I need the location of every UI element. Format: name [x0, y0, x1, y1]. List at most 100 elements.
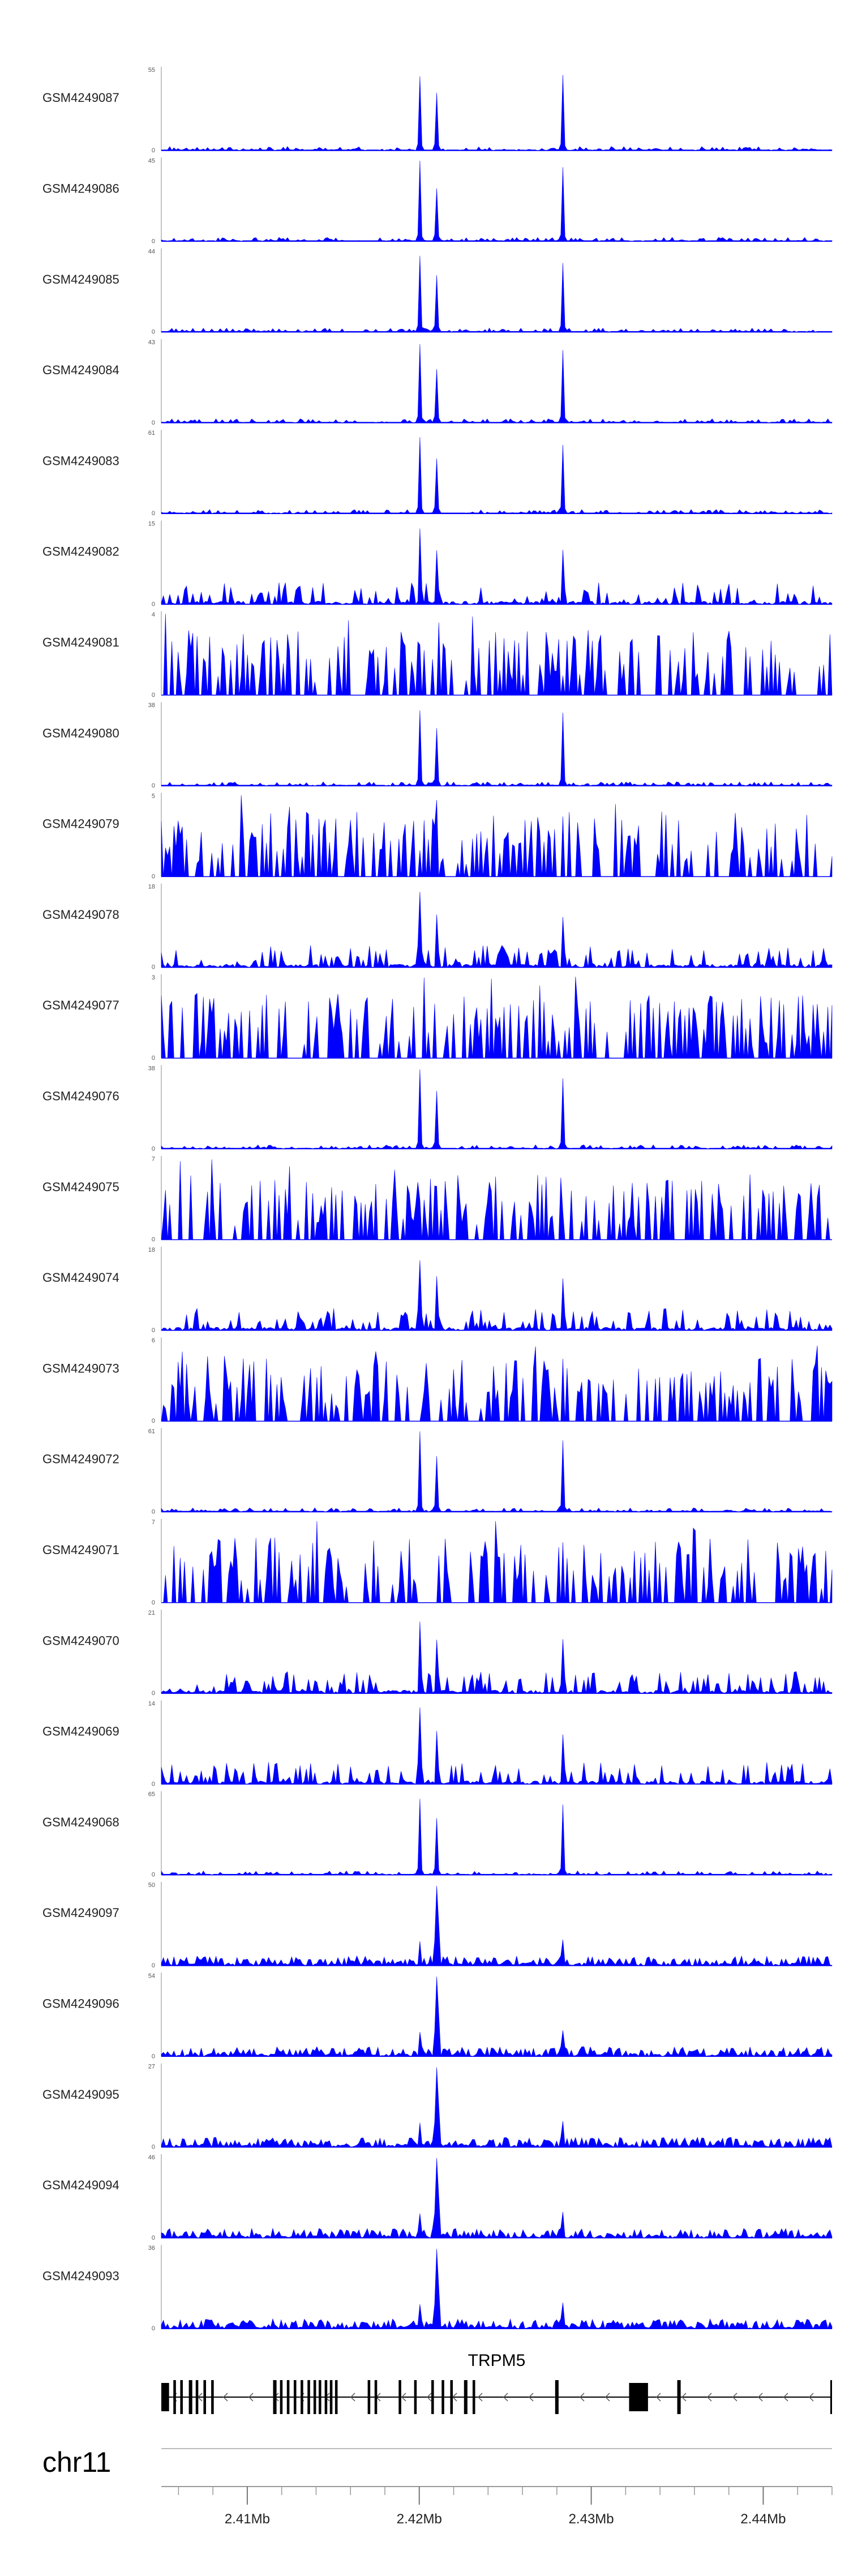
track-ymin-label: 0	[152, 1145, 155, 1152]
coverage-area	[161, 1260, 833, 1331]
gene-exon	[161, 2383, 169, 2411]
gene-exon	[367, 2380, 371, 2414]
gene-exon	[329, 2380, 333, 2414]
track-ymin-label: 0	[152, 1599, 155, 1606]
track-label: GSM4249078	[42, 908, 119, 922]
gene-exon	[301, 2380, 303, 2414]
track-ymin-label: 0	[152, 692, 155, 699]
track-GSM4249071: GSM4249071 7 0	[42, 1518, 833, 1606]
coverage-area	[161, 344, 833, 423]
gene-name-label: TRPM5	[468, 2351, 526, 2370]
track-ymax-label: 6	[152, 1337, 155, 1344]
coverage-area	[161, 795, 833, 877]
track-GSM4249070: GSM4249070 21 0	[42, 1610, 833, 1697]
axis-tick-label: 2.43Mb	[569, 2511, 614, 2527]
track-label: GSM4249081	[42, 635, 119, 649]
track-label: GSM4249079	[42, 817, 119, 831]
strand-arrow	[808, 2393, 814, 2402]
track-ymin-label: 0	[152, 1327, 155, 1334]
track-ymax-label: 46	[148, 2154, 155, 2161]
strand-arrow	[604, 2393, 610, 2402]
track-ymax-label: 36	[148, 2245, 155, 2252]
track-ymin-label: 0	[152, 1962, 155, 1969]
track-GSM4249097: GSM4249097 50 0	[42, 1882, 833, 1969]
coverage-area	[161, 892, 833, 968]
gene-exon	[293, 2380, 297, 2414]
track-ymin-label: 0	[152, 2053, 155, 2060]
track-ymin-label: 0	[152, 2325, 155, 2332]
track-GSM4249077: GSM4249077 3 0	[42, 974, 833, 1062]
track-GSM4249073: GSM4249073 6 0	[42, 1337, 833, 1424]
coverage-area	[161, 1521, 833, 1603]
strand-arrow	[681, 2393, 687, 2402]
track-ymin-label: 0	[152, 147, 155, 154]
gene-exon	[441, 2380, 444, 2414]
track-ymax-label: 7	[152, 1519, 155, 1526]
gene-exon	[211, 2380, 214, 2414]
track-label: GSM4249082	[42, 545, 119, 559]
gene-exon	[195, 2380, 199, 2414]
track-ymin-label: 0	[152, 2235, 155, 2241]
coverage-tracks: GSM4249087550GSM4249086450GSM4249085440G…	[42, 67, 833, 2332]
track-ymin-label: 0	[152, 1872, 155, 1878]
gene-exon	[830, 2380, 832, 2414]
strand-arrow	[528, 2393, 534, 2402]
gene-exon	[180, 2380, 183, 2414]
strand-arrow	[426, 2393, 432, 2402]
track-GSM4249081: GSM4249081 4 0	[42, 611, 833, 699]
track-ymin-label: 0	[152, 1690, 155, 1697]
track-GSM4249079: GSM4249079 5 0	[42, 793, 833, 880]
track-label: GSM4249077	[42, 998, 119, 1012]
gene-track: TRPM5	[161, 2351, 832, 2414]
gene-exon	[188, 2380, 192, 2414]
gene-exon	[286, 2380, 290, 2414]
track-ymin-label: 0	[152, 1781, 155, 1787]
gene-exon	[280, 2380, 283, 2414]
strand-arrow	[477, 2393, 483, 2402]
coverage-area	[161, 2158, 833, 2239]
axis-tick-label: 2.44Mb	[740, 2511, 786, 2527]
strand-arrow	[503, 2393, 508, 2402]
track-label: GSM4249076	[42, 1089, 119, 1103]
track-label: GSM4249087	[42, 91, 119, 105]
coverage-area	[161, 1159, 832, 1240]
track-label: GSM4249096	[42, 1996, 119, 2010]
coverage-area	[161, 528, 833, 605]
track-GSM4249085: GSM4249085 44 0	[42, 248, 833, 336]
coverage-area	[161, 1621, 833, 1694]
track-GSM4249094: GSM4249094 46 0	[42, 2154, 833, 2241]
coverage-area	[161, 75, 833, 151]
track-ymax-label: 54	[148, 1972, 155, 1979]
track-GSM4249093: GSM4249093 36 0	[42, 2245, 833, 2332]
track-label: GSM4249086	[42, 181, 119, 195]
track-ymax-label: 21	[148, 1610, 155, 1616]
axis-tick-label: 2.41Mb	[225, 2511, 270, 2527]
track-GSM4249074: GSM4249074 18 0	[42, 1246, 833, 1334]
track-ymax-label: 7	[152, 1156, 155, 1163]
track-label: GSM4249097	[42, 1906, 119, 1920]
track-GSM4249068: GSM4249068 65 0	[42, 1791, 833, 1878]
gene-exon	[450, 2380, 453, 2414]
gene-exon	[464, 2380, 468, 2414]
track-ymax-label: 18	[148, 884, 155, 891]
gene-exon	[374, 2380, 378, 2414]
gene-exon	[173, 2380, 176, 2414]
track-GSM4249095: GSM4249095 27 0	[42, 2063, 833, 2151]
coverage-area	[161, 255, 833, 333]
track-label: GSM4249085	[42, 272, 119, 286]
track-ymax-label: 14	[148, 1700, 155, 1707]
track-GSM4249078: GSM4249078 18 0	[42, 883, 833, 971]
track-ymax-label: 50	[148, 1882, 155, 1889]
gene-exon	[472, 2380, 475, 2414]
strand-arrow	[783, 2393, 788, 2402]
track-ymax-label: 65	[148, 1791, 155, 1798]
track-GSM4249083: GSM4249083 61 0	[42, 430, 833, 517]
track-GSM4249082: GSM4249082 15 0	[42, 520, 833, 608]
coverage-area	[161, 2249, 833, 2329]
track-ymax-label: 45	[148, 157, 155, 164]
track-label: GSM4249073	[42, 1361, 119, 1375]
gene-exon	[677, 2380, 681, 2414]
coverage-area	[161, 1069, 833, 1149]
track-ymax-label: 61	[148, 430, 155, 437]
gene-exon	[414, 2380, 417, 2414]
